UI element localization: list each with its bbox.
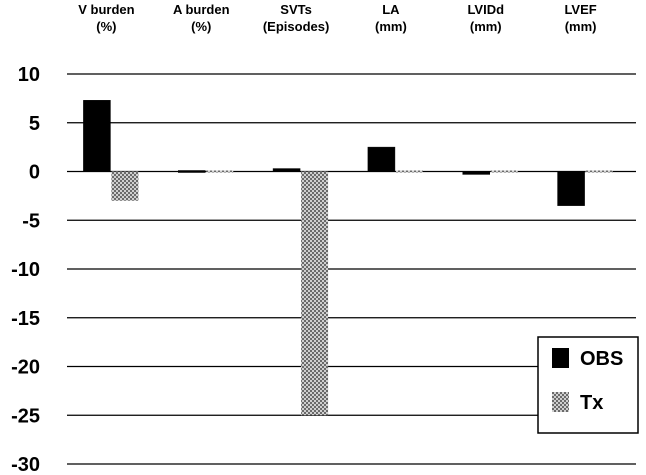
y-tick-label: -10: [11, 259, 40, 281]
category-label: V burden: [78, 2, 134, 17]
y-tick-label: -30: [11, 454, 40, 475]
bar-tx-5: [585, 170, 613, 173]
category-label: (%): [96, 19, 116, 34]
category-label: (%): [191, 19, 211, 34]
bar-tx-1: [206, 170, 234, 173]
y-axis-tick-labels: 10 5 0 -5 -10 -15 -20 -25 -30: [11, 64, 40, 475]
bar-obs-4: [462, 171, 490, 175]
y-tick-label: -5: [22, 210, 40, 232]
bar-tx-0: [111, 171, 139, 201]
legend: OBS Tx: [537, 336, 639, 434]
category-label: (mm): [375, 19, 407, 34]
category-label: (Episodes): [263, 19, 329, 34]
y-tick-label: 0: [29, 162, 40, 184]
bars: [83, 100, 613, 416]
y-tick-label: -25: [11, 405, 40, 427]
category-label: (mm): [565, 19, 597, 34]
category-label: LVIDd: [467, 2, 504, 17]
legend-swatch-tx: [552, 392, 569, 412]
category-labels: V burden (%) A burden (%) SVTs (Episodes) LA (m…: [78, 2, 597, 34]
bar-obs-1: [178, 170, 206, 173]
category-label: LA: [382, 2, 400, 17]
bar-obs-0: [83, 100, 111, 172]
category-label: LVEF: [564, 2, 596, 17]
bar-tx-2: [301, 171, 329, 416]
legend-swatch-obs: [552, 348, 569, 368]
bar-obs-5: [557, 171, 585, 206]
bar-tx-4: [490, 170, 518, 173]
y-tick-label: -15: [11, 308, 40, 330]
category-label: A burden: [173, 2, 230, 17]
y-tick-label: 10: [18, 64, 40, 86]
y-tick-label: 5: [29, 113, 40, 135]
category-label: (mm): [470, 19, 502, 34]
bar-obs-2: [272, 168, 301, 172]
bar-tx-3: [395, 170, 423, 173]
y-tick-label: -20: [11, 357, 40, 379]
legend-label-obs: OBS: [580, 348, 623, 370]
legend-label-tx: Tx: [580, 392, 603, 414]
bar-obs-3: [367, 146, 396, 172]
gridlines: [67, 73, 636, 465]
category-label: SVTs: [280, 2, 312, 17]
